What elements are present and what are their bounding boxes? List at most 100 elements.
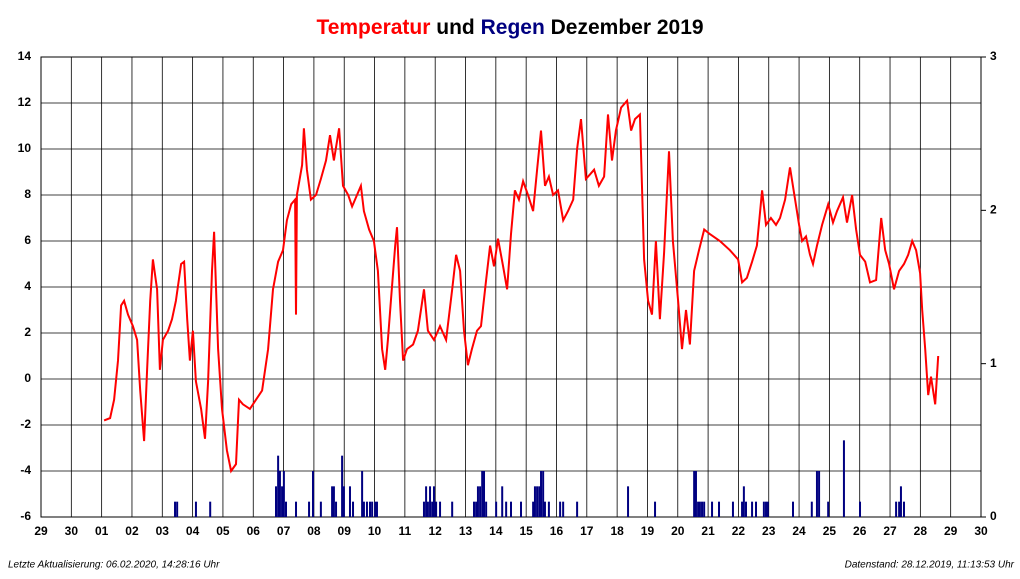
- rain-bar: [335, 501, 338, 517]
- rain-bar: [501, 486, 504, 517]
- chart-title: Temperatur und Regen Dezember 2019: [316, 16, 703, 39]
- x-tick-label: 28: [914, 524, 928, 538]
- rain-bar: [520, 501, 523, 517]
- rain-bar: [536, 486, 539, 517]
- x-tick-label: 22: [732, 524, 746, 538]
- x-tick-label: 23: [762, 524, 776, 538]
- rain-bar: [731, 501, 734, 517]
- x-tick-label: 04: [186, 524, 200, 538]
- footer-updated: Letzte Aktualisierung: 06.02.2020, 14:28…: [8, 560, 220, 571]
- rain-bar: [282, 471, 285, 517]
- y-tick-label: 10: [18, 141, 32, 155]
- rain-bar: [755, 501, 758, 517]
- rain-bar: [742, 486, 745, 517]
- rain-bar: [697, 501, 700, 517]
- x-tick-label: 26: [853, 524, 867, 538]
- rain-bar: [543, 501, 546, 517]
- x-tick-label: 29: [34, 524, 48, 538]
- rain-bar: [209, 501, 212, 517]
- rain-bar: [899, 486, 902, 517]
- title-connector: und: [436, 16, 474, 39]
- rain-bar: [426, 501, 429, 517]
- x-tick-label: 24: [792, 524, 806, 538]
- rain-bar: [542, 471, 545, 517]
- x-tick-label: 05: [216, 524, 230, 538]
- x-tick-label: 11: [399, 524, 412, 538]
- rain-bar: [374, 501, 377, 517]
- title-rain: Regen: [481, 16, 545, 39]
- rain-bar: [278, 471, 281, 517]
- x-tick-label: 07: [277, 524, 291, 538]
- rain-bar: [711, 501, 714, 517]
- rain-bar: [174, 501, 177, 517]
- y2-tick-label: 3: [990, 49, 997, 63]
- rain-bar: [627, 486, 630, 517]
- rain-bar: [435, 501, 438, 517]
- rain-bar: [311, 471, 314, 517]
- rain-bar: [818, 471, 821, 517]
- rain-bar: [451, 501, 454, 517]
- rain-bar: [533, 486, 536, 517]
- rain-bar: [361, 471, 364, 517]
- x-tick-label: 21: [701, 524, 715, 538]
- rain-bar: [485, 501, 488, 517]
- rain-bar: [369, 501, 371, 517]
- rain-bar: [745, 501, 747, 517]
- rain-bar: [762, 501, 765, 517]
- rain-bar: [439, 501, 442, 517]
- rain-bar: [902, 501, 905, 517]
- y-tick-label: -4: [20, 463, 31, 477]
- rain-bar: [332, 486, 335, 517]
- x-tick-label: 10: [368, 524, 382, 538]
- x-tick-label: 30: [974, 524, 988, 538]
- y2-tick-label: 0: [990, 509, 997, 523]
- x-tick-label: 09: [338, 524, 352, 538]
- footer-data-state: Datenstand: 28.12.2019, 11:13:53 Uhr: [845, 560, 1015, 571]
- x-tick-label: 30: [65, 524, 79, 538]
- rain-bar: [295, 501, 298, 517]
- x-tick-label: 01: [95, 524, 109, 538]
- x-tick-label: 17: [580, 524, 594, 538]
- rain-bar: [815, 471, 818, 517]
- rain-bar: [540, 471, 543, 517]
- rain-bar: [319, 501, 322, 517]
- x-tick-label: 25: [823, 524, 837, 538]
- rain-bar: [693, 471, 696, 517]
- rain-bar: [375, 501, 378, 517]
- y-tick-label: 6: [24, 233, 31, 247]
- title-period: Dezember 2019: [551, 16, 704, 39]
- rain-bar: [792, 501, 794, 517]
- rain-bar: [277, 455, 280, 517]
- x-tick-label: 20: [671, 524, 685, 538]
- rain-bar: [479, 486, 482, 517]
- x-tick-label: 27: [883, 524, 897, 538]
- rain-bar: [505, 501, 508, 517]
- rain-bar: [371, 501, 374, 517]
- rain-bar: [285, 501, 288, 517]
- rain-bar: [429, 486, 432, 517]
- rain-bar: [425, 486, 428, 517]
- rain-bar: [765, 501, 768, 517]
- rain-bar: [532, 501, 535, 517]
- y-tick-label: 2: [24, 325, 31, 339]
- rain-bar: [342, 486, 345, 517]
- rain-bar: [365, 501, 368, 517]
- rain-bar: [281, 486, 284, 517]
- rain-bar: [422, 501, 425, 517]
- rain-bar: [362, 501, 365, 517]
- rain-bar: [718, 501, 721, 517]
- rain-bar: [348, 486, 351, 517]
- rain-bar: [698, 501, 701, 517]
- y-tick-label: 12: [18, 95, 32, 109]
- x-tick-label: 06: [247, 524, 261, 538]
- y-tick-label: -6: [20, 509, 31, 523]
- rain-bar: [766, 501, 769, 517]
- title-temperature: Temperatur: [316, 16, 430, 39]
- rain-bar: [576, 501, 579, 517]
- rain-bar: [473, 501, 476, 517]
- y2-tick-label: 2: [990, 203, 997, 217]
- y2-tick-label: 1: [990, 356, 997, 370]
- rain-bar: [538, 486, 541, 517]
- x-tick-label: 18: [610, 524, 624, 538]
- rain-bar: [194, 501, 197, 517]
